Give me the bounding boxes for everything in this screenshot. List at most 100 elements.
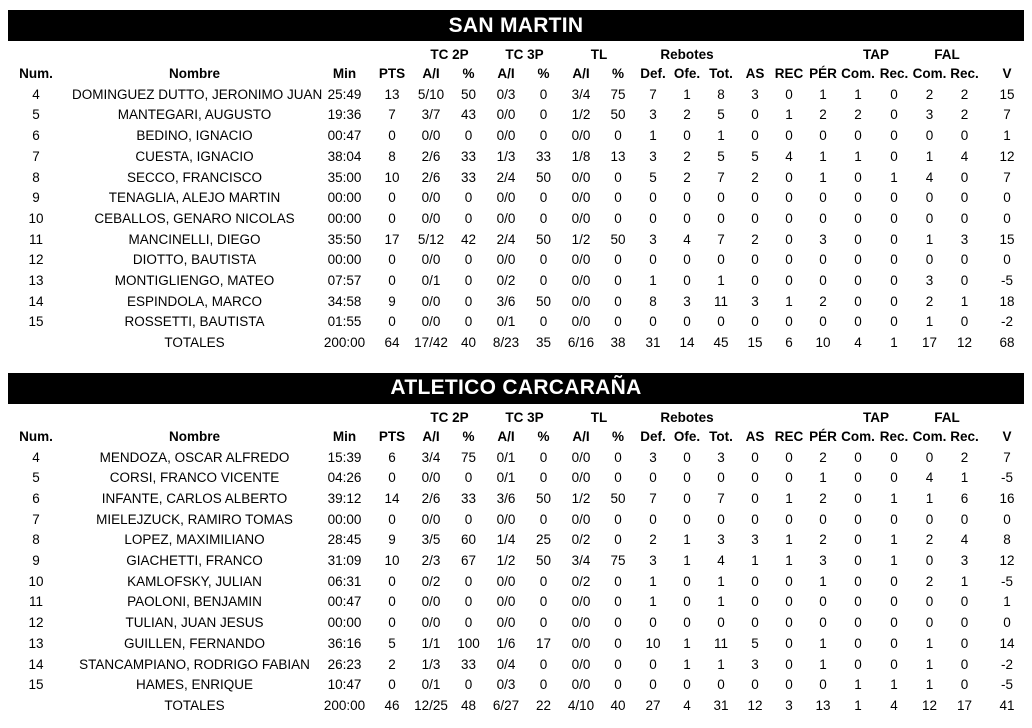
stat-cell: 38 [610,335,626,351]
stat-cell: 0 [890,314,898,330]
stat-cell: 0 [464,210,473,226]
stat-cell: 12 [922,697,938,713]
stat-cell: 0 [614,314,622,330]
stat-cell: 0 [925,252,934,268]
totals-row: TOTALES 200:00 64 17/42 40 8/23 35 6/16 38 31 14 45… [0,333,1032,354]
stat-cell: 0 [751,273,759,289]
stat-cell: 0 [539,594,548,610]
col-header-per: PÉR [809,66,837,81]
stat-cell: 0 [683,594,691,610]
stat-cell: 0 [785,210,793,226]
stat-cell: 50 [536,293,552,309]
group-spacer [982,46,1032,64]
stat-cell: 0 [785,511,793,527]
stat-cell: 6/27 [492,697,520,713]
stat-cell: 0 [854,128,862,144]
player-name-cell: TENAGLIA, ALEJO MARTIN [108,190,281,206]
stat-cell: 0 [854,231,862,247]
stat-cell: 0 [960,594,969,610]
stat-cell: 0 [614,169,622,185]
stat-cell: 0 [683,190,691,206]
stat-cell: 0 [854,594,862,610]
stat-cell: 0/0 [421,314,441,330]
stat-cell: 0 [1003,615,1011,631]
player-row: 7 CUESTA, IGNACIO 38:04 8 2/6 33 1/3 33 1/8 13 3 2 5… [0,147,1032,168]
stat-cell: 2 [819,532,827,548]
col-header-tc2p-pct: % [462,66,475,81]
stat-cell: 0 [539,656,548,672]
stat-cell: 12 [747,697,763,713]
stat-cell: 0 [890,449,898,465]
stat-cell: 2 [925,293,934,309]
stat-cell: 0 [464,615,473,631]
stat-cell: 2 [960,107,969,123]
stat-cell: 0 [683,573,691,589]
stat-cell: 0 [785,449,793,465]
col-header-min: Min [332,428,357,444]
stat-cell: 25 [536,532,552,548]
col-header-tap-rec: Rec. [879,428,909,444]
group-spacer [982,409,1032,427]
stat-cell: 0 [539,252,548,268]
stat-cell: 0 [649,656,657,672]
stat-cell: 1 [960,573,969,589]
stat-cell: 0 [890,210,898,226]
stat-cell: 0 [854,656,862,672]
col-header-fal-com: Com. [912,428,947,444]
stat-cell: 0 [890,231,898,247]
stat-cell: 3 [751,656,759,672]
stat-cell: 0/0 [571,656,591,672]
stat-cell: 1 [819,656,827,672]
stat-cell: 43 [460,107,477,123]
stat-cell: 0 [751,470,759,486]
stat-cell: 4/10 [567,697,595,713]
stat-cell: 0/0 [421,594,441,610]
stat-cell: 1 [925,677,934,693]
stat-cell: 0 [925,449,934,465]
stat-cell: 00:47 [327,594,362,610]
stat-cell: 3/7 [421,107,441,123]
group-header-rebotes: Rebotes [660,47,714,62]
stat-cell: 14 [679,335,695,351]
stat-cell: 1/4 [496,532,516,548]
stat-cell: 3 [960,231,969,247]
player-number-cell: 5 [32,470,40,486]
stat-cell: 0/0 [496,615,516,631]
stat-cell: 0 [819,190,827,206]
stat-cell: 1 [925,231,934,247]
stat-cell: 50 [536,169,552,185]
stat-cell: 0 [614,677,622,693]
stat-cell: 0 [539,573,548,589]
stat-cell: 8 [388,148,396,164]
stat-cell: 4 [925,470,934,486]
stat-cell: 7 [1003,449,1011,465]
stat-cell: 0 [683,252,691,268]
stat-cell: 1 [683,656,691,672]
stat-cell: 1 [890,169,898,185]
stat-cell: 2 [649,532,657,548]
stat-cell: -2 [1001,656,1014,672]
stat-cell: 3 [960,553,969,569]
group-header-row: TC 2P TC 3P TL Rebotes TAP FAL [0,409,1032,427]
stat-cell: -5 [1001,273,1014,289]
stat-cell: 10:47 [327,677,362,693]
stat-cell: 1 [854,697,862,713]
stat-cell: 0/3 [496,677,516,693]
stat-cell: 1/3 [421,656,441,672]
stat-cell: 0 [751,573,759,589]
stat-cell: 0 [960,314,969,330]
col-header-tc3p-pct: % [537,66,550,81]
player-number-cell: 15 [28,677,44,693]
stat-cell: 42 [460,231,477,247]
stat-cell: 0 [717,210,725,226]
stat-cell: 15 [747,335,763,351]
col-header-v: V [1002,428,1012,444]
stat-cell: 4 [925,169,934,185]
group-header-rebotes: Rebotes [660,409,714,425]
player-number-cell: 7 [32,511,40,527]
stat-cell: 35:00 [327,169,362,185]
player-name-cell: DOMINGUEZ DUTTO, JERONIMO JUAN [72,86,323,102]
stat-cell: 0 [960,635,969,651]
stat-cell: 0/0 [571,314,591,330]
col-header-tc3p-pct: % [537,428,550,444]
